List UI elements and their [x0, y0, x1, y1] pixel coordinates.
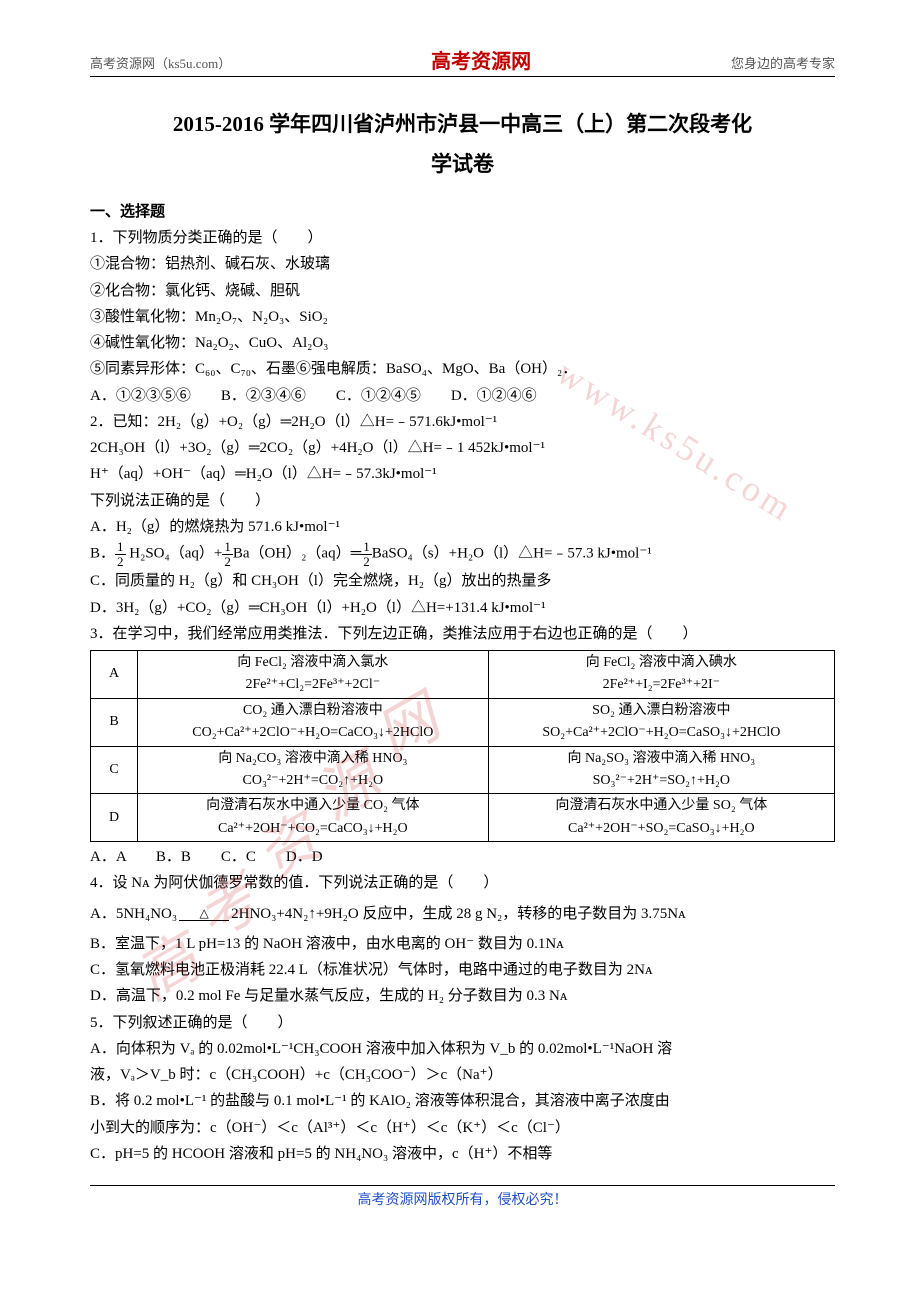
q2-opt-d: D．3H₂（g）+CO₂（g）═CH₃OH（l）+H₂O（l）△H=+131.4… — [90, 595, 835, 621]
running-header: 高考资源网（ks5u.com） 高考资源网 您身边的高考专家 — [90, 45, 835, 74]
row-label: B — [91, 698, 138, 746]
frac-half-3: 12 — [361, 540, 372, 568]
q1-line4: ④碱性氧化物：Na₂O₂、CuO、Al₂O₃ — [90, 330, 835, 356]
footer-text: 高考资源网版权所有，侵权必究！ — [90, 1189, 835, 1209]
q5-opt-b-l1: B．将 0.2 mol•L⁻¹ 的盐酸与 0.1 mol•L⁻¹ 的 KAlO₂… — [90, 1088, 835, 1114]
q1-options: A．①②③⑤⑥ B．②③④⑥ C．①②④⑤ D．①②④⑥ — [90, 383, 835, 409]
table-row: BCO₂ 通入漂白粉溶液中CO₂+Ca²⁺+2ClO⁻+H₂O=CaCO₃↓+2… — [91, 698, 835, 746]
title-line-1: 2015-2016 学年四川省泸州市泸县一中高三（上）第二次段考化 — [90, 105, 835, 145]
q5-opt-c: C．pH=5 的 HCOOH 溶液和 pH=5 的 NH₄NO₃ 溶液中，c（H… — [90, 1141, 835, 1167]
q5-opt-b-l2: 小到大的顺序为：c（OH⁻）＜c（Al³⁺）＜c（H⁺）＜c（K⁺）＜c（Cl⁻… — [90, 1115, 835, 1141]
q1-line2: ②化合物：氯化钙、烧碱、胆矾 — [90, 278, 835, 304]
footer-rule — [90, 1185, 835, 1186]
header-left: 高考资源网（ks5u.com） — [90, 53, 231, 72]
q3: 3．在学习中，我们经常应用类推法．下列左边正确，类推法应用于右边也正确的是（ ）… — [90, 621, 835, 871]
q3-stem: 3．在学习中，我们经常应用类推法．下列左边正确，类推法应用于右边也正确的是（ ） — [90, 621, 835, 647]
q1: 1．下列物质分类正确的是（ ） ①混合物：铝热剂、碱石灰、水玻璃 ②化合物：氯化… — [90, 225, 835, 409]
q4a-pre: A．5NH₄NO₃ — [90, 906, 177, 922]
title-line-2: 学试卷 — [90, 145, 835, 185]
q2b-pre: B． — [90, 546, 115, 562]
q5-stem: 5．下列叙述正确的是（ ） — [90, 1010, 835, 1036]
q1-stem: 1．下列物质分类正确的是（ ） — [90, 225, 835, 251]
q2-opt-b: B．12 H₂SO₄（aq）+12Ba（OH）₂（aq）═12BaSO₄（s）+… — [90, 540, 835, 568]
q2b-mid1: H₂SO₄（aq）+ — [126, 546, 223, 562]
row-label: A — [91, 651, 138, 699]
q3-table: A向 FeCl₂ 溶液中滴入氯水2Fe²⁺+Cl₂=2Fe³⁺+2Cl⁻向 Fe… — [90, 650, 835, 842]
right-cell: 向 Na₂SO₃ 溶液中滴入稀 HNO₃SO₃²⁻+2H⁺=SO₂↑+H₂O — [488, 746, 834, 794]
table-row: D向澄清石灰水中通入少量 CO₂ 气体Ca²⁺+2OH⁻+CO₂=CaCO₃↓+… — [91, 794, 835, 842]
q2b-mid3: BaSO₄（s）+H₂O（l）△H=﹣57.3 kJ•mol⁻¹ — [372, 546, 652, 562]
q5: 5．下列叙述正确的是（ ） A．向体积为 Vₐ 的 0.02mol•L⁻¹CH₃… — [90, 1010, 835, 1168]
q2b-mid2: Ba（OH）₂（aq）═ — [233, 546, 361, 562]
q5-opt-a-l2: 液，Vₐ＞V_b 时：c（CH₃COOH）+c（CH₃COO⁻）＞c（Na⁺） — [90, 1062, 835, 1088]
left-cell: 向澄清石灰水中通入少量 CO₂ 气体Ca²⁺+2OH⁻+CO₂=CaCO₃↓+H… — [138, 794, 489, 842]
q4-opt-b: B．室温下，1 L pH=13 的 NaOH 溶液中，由水电离的 OH⁻ 数目为… — [90, 931, 835, 957]
section-1-heading: 一、选择题 — [90, 199, 835, 225]
row-label: D — [91, 794, 138, 842]
header-right: 您身边的高考专家 — [731, 53, 835, 72]
left-cell: 向 FeCl₂ 溶液中滴入氯水2Fe²⁺+Cl₂=2Fe³⁺+2Cl⁻ — [138, 651, 489, 699]
q2-opt-a: A．H₂（g）的燃烧热为 571.6 kJ•mol⁻¹ — [90, 514, 835, 540]
frac-half-2: 12 — [222, 540, 233, 568]
q1-line1: ①混合物：铝热剂、碱石灰、水玻璃 — [90, 251, 835, 277]
table-row: C向 Na₂CO₃ 溶液中滴入稀 HNO₃CO₃²⁻+2H⁺=CO₂↑+H₂O向… — [91, 746, 835, 794]
q4-opt-d: D．高温下，0.2 mol Fe 与足量水蒸气反应，生成的 H₂ 分子数目为 0… — [90, 983, 835, 1009]
q4a-post: 2HNO₃+4N₂↑+9H₂O 反应中，生成 28 g N₂，转移的电子数目为 … — [231, 906, 686, 922]
q2-stem: 2．已知：2H₂（g）+O₂（g）═2H₂O（l）△H=﹣571.6kJ•mol… — [90, 409, 835, 435]
row-label: C — [91, 746, 138, 794]
q4-opt-a: A．5NH₄NO₃△2HNO₃+4N₂↑+9H₂O 反应中，生成 28 g N₂… — [90, 901, 835, 927]
page: www.ks5u.com 高 考 资 源 网 高考资源网（ks5u.com） 高… — [0, 0, 920, 1302]
q2-eq3: H⁺（aq）+OH⁻（aq）═H₂O（l）△H=﹣57.3kJ•mol⁻¹ — [90, 461, 835, 487]
header-rule — [90, 76, 835, 77]
q1-line3: ③酸性氧化物：Mn₂O₇、N₂O₃、SiO₂ — [90, 304, 835, 330]
q2-eq2: 2CH₃OH（l）+3O₂（g）═2CO₂（g）+4H₂O（l）△H=﹣1 45… — [90, 435, 835, 461]
left-cell: 向 Na₂CO₃ 溶液中滴入稀 HNO₃CO₃²⁻+2H⁺=CO₂↑+H₂O — [138, 746, 489, 794]
right-cell: 向 FeCl₂ 溶液中滴入碘水2Fe²⁺+I₂=2Fe³⁺+2I⁻ — [488, 651, 834, 699]
q3-options: A．A B．B C．C D．D — [90, 844, 835, 870]
q2-opt-c: C．同质量的 H₂（g）和 CH₃OH（l）完全燃烧，H₂（g）放出的热量多 — [90, 568, 835, 594]
q5-opt-a-l1: A．向体积为 Vₐ 的 0.02mol•L⁻¹CH₃COOH 溶液中加入体积为 … — [90, 1036, 835, 1062]
header-center: 高考资源网 — [431, 45, 531, 74]
q2-prompt: 下列说法正确的是（ ） — [90, 488, 835, 514]
frac-half-1: 12 — [115, 540, 126, 568]
table-row: A向 FeCl₂ 溶液中滴入氯水2Fe²⁺+Cl₂=2Fe³⁺+2Cl⁻向 Fe… — [91, 651, 835, 699]
q4-opt-c: C．氢氧燃料电池正极消耗 22.4 L（标准状况）气体时，电路中通过的电子数目为… — [90, 957, 835, 983]
right-cell: SO₂ 通入漂白粉溶液中SO₂+Ca²⁺+2ClO⁻+H₂O=CaSO₃↓+2H… — [488, 698, 834, 746]
q4-stem: 4．设 Nᴀ 为阿伏伽德罗常数的值．下列说法正确的是（ ） — [90, 870, 835, 896]
reaction-condition-delta: △ — [179, 907, 229, 921]
right-cell: 向澄清石灰水中通入少量 SO₂ 气体Ca²⁺+2OH⁻+SO₂=CaSO₃↓+H… — [488, 794, 834, 842]
q1-line5: ⑤同素异形体：C₆₀、C₇₀、石墨⑥强电解质：BaSO₄、MgO、Ba（OH）₂… — [90, 356, 835, 382]
exam-title: 2015-2016 学年四川省泸州市泸县一中高三（上）第二次段考化 学试卷 — [90, 105, 835, 185]
left-cell: CO₂ 通入漂白粉溶液中CO₂+Ca²⁺+2ClO⁻+H₂O=CaCO₃↓+2H… — [138, 698, 489, 746]
q4: 4．设 Nᴀ 为阿伏伽德罗常数的值．下列说法正确的是（ ） A．5NH₄NO₃△… — [90, 870, 835, 1009]
q2: 2．已知：2H₂（g）+O₂（g）═2H₂O（l）△H=﹣571.6kJ•mol… — [90, 409, 835, 621]
